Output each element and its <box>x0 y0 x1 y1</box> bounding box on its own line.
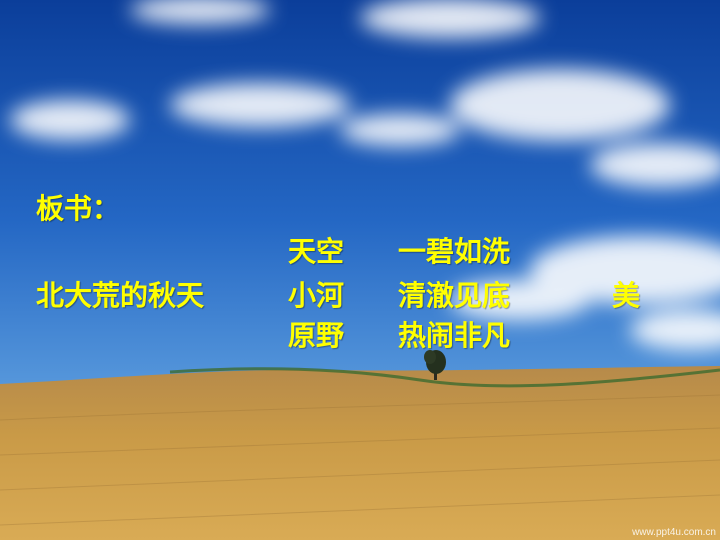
watermark: www.ppt4u.com.cn <box>632 527 716 538</box>
phrase-river: 清澈见底 <box>398 279 511 312</box>
conclusion-text: 美 <box>612 279 641 312</box>
subject-river: 小河 <box>288 279 345 312</box>
field-ridge <box>169 367 720 388</box>
topic-text: 北大荒的秋天 <box>36 279 205 312</box>
clouds <box>10 0 720 350</box>
board-heading: 板书： <box>36 192 121 225</box>
phrase-field: 热闹非凡 <box>398 319 511 352</box>
phrase-sky: 一碧如洗 <box>398 235 511 268</box>
subject-field: 原野 <box>288 319 345 352</box>
wheat-field <box>0 366 720 540</box>
subject-sky: 天空 <box>288 235 345 268</box>
sky <box>0 0 720 400</box>
tree <box>424 350 446 380</box>
